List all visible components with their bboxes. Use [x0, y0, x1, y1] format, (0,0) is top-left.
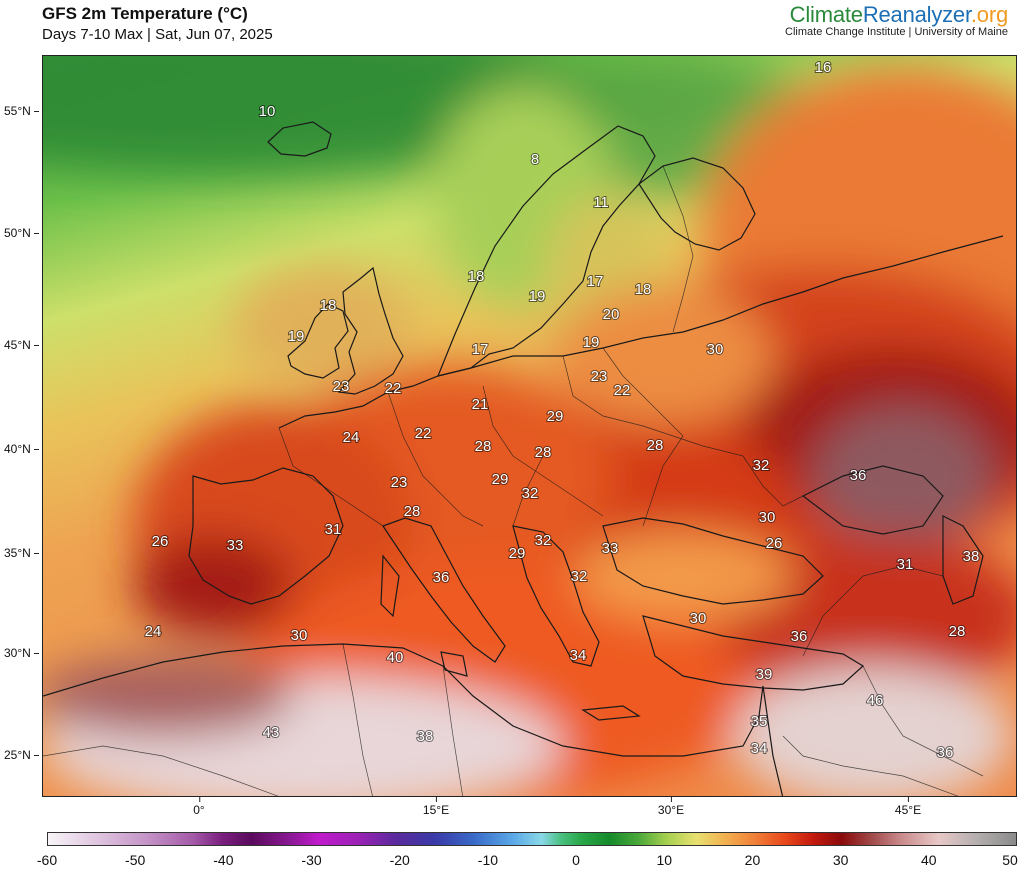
temperature-label: 31 — [325, 521, 342, 538]
temperature-label: 30 — [690, 610, 707, 627]
longitude-tick-label: 30°E — [657, 797, 685, 817]
temperature-map: 16 10 8 11 18 18 19 17 18 19 20 17 19 30 23 22 23 22 21 29 2… — [42, 55, 1017, 797]
temperature-label: 18 — [635, 281, 652, 298]
temperature-label: 35 — [751, 713, 768, 730]
temperature-label: 26 — [766, 535, 783, 552]
temperature-label: 29 — [492, 471, 509, 488]
temperature-label: 17 — [587, 273, 604, 290]
temperature-label: 11 — [593, 194, 609, 211]
temperature-label: 20 — [603, 306, 620, 323]
temperature-label: 33 — [227, 537, 244, 554]
temperature-label: 18 — [320, 297, 337, 314]
temperature-label: 29 — [547, 408, 564, 425]
temperature-label: 38 — [963, 548, 980, 565]
brand-name-part3: .org — [970, 2, 1008, 27]
temperature-label: 18 — [468, 268, 485, 285]
temperature-label: 43 — [263, 724, 280, 741]
temperature-label: 17 — [472, 341, 489, 358]
temperature-label: 32 — [753, 457, 770, 474]
temperature-label: 46 — [867, 692, 884, 709]
temperature-label: 24 — [145, 623, 162, 640]
temperature-label: 34 — [570, 647, 587, 664]
latitude-tick-label: 25°N — [4, 748, 39, 762]
temperature-label: 30 — [759, 509, 776, 526]
temperature-label: 30 — [707, 341, 724, 358]
temperature-label: 32 — [535, 532, 552, 549]
temperature-label: 23 — [333, 378, 350, 395]
temperature-label: 23 — [591, 368, 608, 385]
longitude-tick-label: 0° — [193, 797, 205, 817]
temperature-label: 21 — [472, 396, 489, 413]
temperature-label: 36 — [850, 467, 867, 484]
temperature-label: 33 — [602, 540, 619, 557]
latitude-tick-label: 55°N — [4, 104, 39, 118]
brand-subtitle: Climate Change Institute | University of… — [785, 26, 1008, 38]
temperature-label: 32 — [571, 568, 588, 585]
map-title: GFS 2m Temperature (°C) — [42, 4, 248, 23]
temperature-label: 28 — [535, 444, 552, 461]
latitude-tick-label: 50°N — [4, 226, 39, 240]
temperature-label: 22 — [385, 380, 402, 397]
colorbar-tick-label: 50 — [1002, 852, 1018, 868]
temperature-label: 36 — [937, 744, 954, 761]
temperature-label: 19 — [529, 288, 546, 305]
temperature-label: 39 — [756, 666, 773, 683]
temperature-label: 29 — [509, 545, 526, 562]
latitude-tick-label: 35°N — [4, 546, 39, 560]
brand-name: ClimateReanalyzer.org — [785, 2, 1009, 28]
temperature-label: 28 — [475, 438, 492, 455]
temperature-label: 40 — [387, 649, 404, 666]
temperature-colorbar — [47, 832, 1017, 846]
colorbar-tick-label: 0 — [572, 852, 580, 868]
colorbar-tick-label: -30 — [301, 852, 322, 868]
coastlines — [43, 121, 1004, 796]
temperature-label: 36 — [791, 628, 808, 645]
colorbar-tick-label: -50 — [125, 852, 146, 868]
colorbar-tick-label: 40 — [921, 852, 937, 868]
temperature-label: 22 — [614, 382, 631, 399]
temperature-label: 30 — [291, 627, 308, 644]
temperature-label: 28 — [949, 623, 966, 640]
temperature-label: 38 — [417, 728, 434, 745]
temperature-label: 28 — [647, 437, 664, 454]
temperature-label: 10 — [259, 103, 276, 120]
temperature-label: 26 — [152, 533, 169, 550]
colorbar-tick-label: -10 — [477, 852, 499, 868]
colorbar-tick-label: 20 — [744, 852, 761, 868]
colorbar-tick-label: -20 — [389, 852, 410, 868]
temperature-label: 19 — [288, 328, 305, 345]
temperature-label: 31 — [897, 556, 914, 573]
temperature-field — [43, 56, 1016, 796]
temperature-label: 32 — [522, 485, 539, 502]
temperature-label: 23 — [391, 474, 408, 491]
colorbar-tick-label: 10 — [656, 852, 673, 868]
brand-name-part2: Reanalyzer — [862, 2, 971, 27]
colorbar-tick-label: -40 — [213, 852, 234, 868]
country-borders — [43, 165, 984, 796]
brand-logo[interactable]: ClimateReanalyzer.org Climate Change Ins… — [785, 2, 1008, 38]
temperature-label: 24 — [343, 429, 360, 446]
brand-name-part1: Climate — [789, 2, 863, 27]
temperature-label: 36 — [433, 569, 450, 586]
longitude-tick-label: 45°E — [894, 797, 922, 817]
latitude-tick-label: 40°N — [4, 442, 39, 456]
temperature-label: 28 — [404, 503, 421, 520]
colorbar-tick-label: 30 — [832, 852, 849, 868]
temperature-label: 19 — [583, 334, 600, 351]
colorbar-tick-label: -60 — [36, 852, 58, 868]
temperature-label: 16 — [815, 59, 832, 76]
temperature-label: 22 — [415, 425, 432, 442]
map-subtitle: Days 7-10 Max | Sat, Jun 07, 2025 — [42, 26, 273, 43]
temperature-label: 8 — [531, 151, 539, 168]
temperature-label: 34 — [751, 740, 768, 757]
latitude-tick-label: 45°N — [4, 338, 39, 352]
latitude-tick-label: 30°N — [4, 646, 39, 660]
longitude-tick-label: 15°E — [422, 797, 450, 817]
